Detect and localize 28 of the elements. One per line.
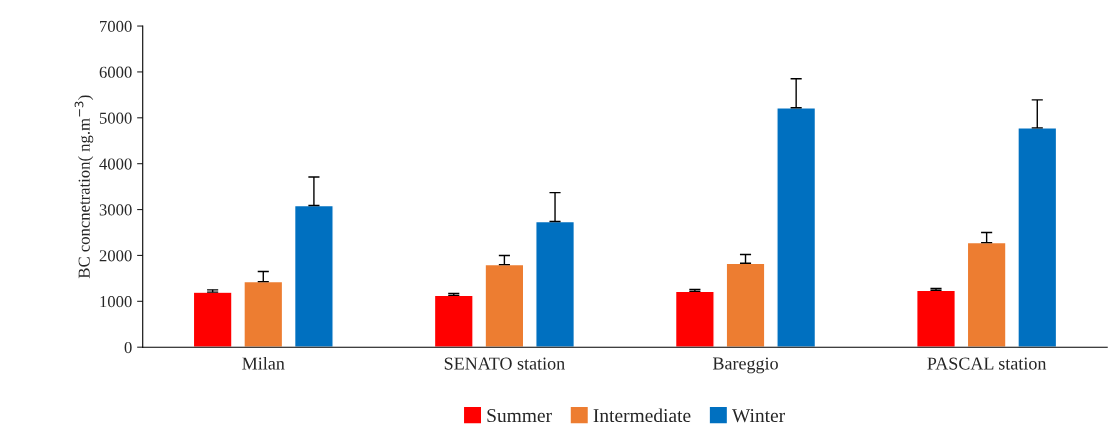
x-tick-label: Bareggio	[712, 357, 778, 374]
bar	[293, 204, 334, 348]
y-tick-label: 1000	[100, 296, 132, 308]
bar	[192, 291, 233, 348]
bar	[433, 294, 474, 348]
y-tick-label: 7000	[100, 20, 132, 32]
y-tick-label: 4000	[99, 158, 132, 170]
bar	[1017, 127, 1058, 348]
y-tick-label: 6000	[99, 66, 132, 78]
y-tick-label: 5000	[99, 112, 132, 124]
x-tick-label: Milan	[242, 356, 285, 370]
bar	[776, 107, 817, 348]
bar	[243, 280, 284, 348]
bar	[916, 289, 956, 348]
legend-label: Intermediate	[593, 408, 691, 423]
y-axis-title: BC concnetration( ng.m$^{−3}$)	[74, 95, 94, 279]
bar	[484, 263, 525, 348]
bar	[725, 262, 766, 348]
y-tick-label: 3000	[99, 204, 132, 216]
bar	[535, 220, 576, 348]
y-tick-label: 0	[124, 341, 132, 354]
legend-label: Winter	[731, 409, 785, 423]
y-tick-label: 2000	[99, 250, 132, 262]
x-tick-label: PASCAL station	[927, 357, 1047, 370]
x-tick-label: SENATO station	[444, 357, 565, 370]
bar	[966, 241, 1007, 348]
bar	[674, 290, 715, 348]
legend-label: Summer	[487, 409, 552, 423]
